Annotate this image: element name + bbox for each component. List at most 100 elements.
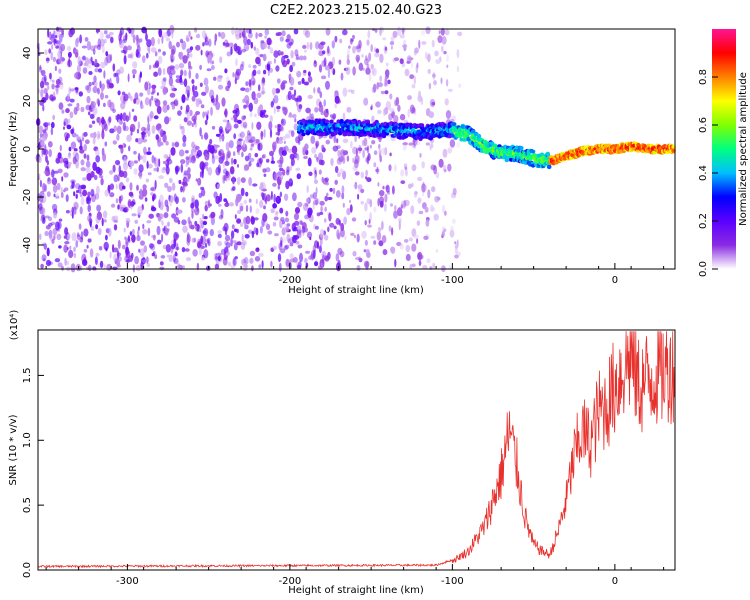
spectrogram-cell [238, 133, 242, 138]
spectrogram-cell [366, 57, 369, 65]
spectrogram-cell [250, 143, 255, 148]
spectrogram-cell [50, 221, 56, 226]
spectrogram-cell [51, 43, 54, 51]
spectrogram-cell [282, 135, 287, 141]
spectrogram-cell [321, 250, 327, 259]
spectrogram-cell [183, 69, 187, 77]
spectrogram-cell [384, 76, 388, 86]
spectrogram-cell [116, 75, 120, 84]
spectrogram-cell [108, 227, 112, 237]
spectrogram-cell [335, 190, 341, 198]
spectrogram-cell [214, 144, 220, 148]
spectrogram-cell [131, 234, 136, 243]
spectrogram-cell [143, 146, 147, 155]
spectrogram-cell [78, 223, 82, 230]
spectrogram-cell [113, 224, 118, 231]
spectrogram-cell [240, 177, 246, 184]
spectrogram-cell [196, 206, 199, 212]
spectrogram-cell [314, 173, 317, 182]
spectrogram-cell [437, 35, 443, 44]
spectrogram-cell [125, 32, 128, 41]
spectrogram-cell [298, 55, 305, 61]
spectrogram-cell [370, 44, 374, 53]
spectrogram-cell [100, 177, 104, 186]
spectrogram-cell [127, 235, 131, 242]
spectrogram-cell [236, 241, 242, 246]
spectrogram-cell [215, 195, 221, 205]
spectrogram-cell [427, 68, 432, 74]
spectrogram-cell [51, 238, 55, 245]
spectrogram-cell [457, 31, 463, 37]
spectrogram-cell [110, 36, 114, 44]
spectrogram-cell [162, 103, 168, 113]
spectrogram-cell [241, 143, 248, 152]
spectrogram-cell [336, 138, 339, 144]
spectrogram-cell [378, 148, 382, 154]
spectrogram-cell [144, 81, 149, 91]
spectrogram-cell [432, 262, 435, 269]
spectrogram-cell [218, 149, 224, 155]
spectrogram-cell [356, 44, 362, 53]
spectrogram-cell [443, 168, 447, 173]
spectrogram-cell [291, 94, 296, 101]
spectrogram-cell [365, 67, 371, 75]
spectrogram-cell [233, 123, 239, 129]
spectrogram-cell [295, 167, 301, 171]
spectrogram-cell [190, 36, 193, 40]
spectrogram-cell [87, 191, 91, 197]
spectrogram-cell [237, 194, 243, 200]
spectrogram-cell [402, 144, 407, 151]
spectrogram-cell [80, 167, 86, 172]
spectrogram-cell [195, 33, 201, 39]
spectrogram-cell [402, 44, 408, 49]
spectrogram-cell [183, 170, 189, 176]
spectrogram-cell [279, 219, 283, 229]
spectrogram-cell [123, 55, 127, 65]
spectrogram-cell [441, 231, 445, 237]
spectrogram-cell [235, 107, 240, 117]
spectrogram-cell [342, 156, 346, 164]
spectrogram-cell [164, 182, 169, 188]
spectrogram-cell [283, 54, 289, 59]
spectrogram-cell [78, 91, 84, 97]
spectrogram-cell [156, 166, 159, 173]
spectrogram-cell [272, 98, 275, 106]
spectrogram-cell [50, 34, 56, 39]
spectrogram-cell [40, 217, 43, 222]
spectrogram-cell [79, 149, 85, 154]
spectrogram-cell [130, 201, 135, 207]
spectrogram-cell [131, 252, 134, 259]
spectrogram-cell [210, 211, 216, 218]
spectrogram-cell [447, 114, 450, 120]
spectrogram-cell [219, 192, 223, 203]
spectrogram-cell [117, 204, 120, 210]
spectrogram-cell [384, 69, 390, 77]
spectrogram-cell [195, 178, 198, 182]
spectrogram-cell [63, 187, 69, 192]
spectrogram-cell [297, 104, 302, 113]
spectrogram-cell [79, 139, 83, 148]
spectrogram-cell [260, 111, 265, 118]
spectrogram-cell [390, 203, 393, 207]
spectrogram-cell [305, 107, 311, 114]
spectrogram-cell [159, 201, 164, 211]
spectrogram-cell [314, 106, 319, 113]
spectrogram-cell [392, 30, 398, 38]
spectrogram-cell [342, 112, 346, 122]
spectrogram-cell [262, 221, 269, 227]
spectrogram-cell [411, 182, 414, 188]
spectrogram-cell [378, 190, 385, 197]
spectrogram-cell [442, 204, 445, 214]
spectrogram-cell [228, 140, 234, 149]
spectrogram-cell [381, 147, 387, 155]
spectrogram-cell [255, 198, 258, 205]
spectrogram-ridge-cell [504, 158, 509, 163]
spectrogram-cell [188, 30, 191, 38]
spectrogram-cell [116, 125, 122, 135]
spectrogram-cell [170, 147, 176, 156]
spectrogram-cell [211, 125, 216, 130]
spectrogram-cell [332, 187, 336, 194]
spectrogram-cell [170, 69, 176, 75]
spectrogram-cell [236, 218, 242, 224]
spectrogram-cell [94, 58, 98, 67]
